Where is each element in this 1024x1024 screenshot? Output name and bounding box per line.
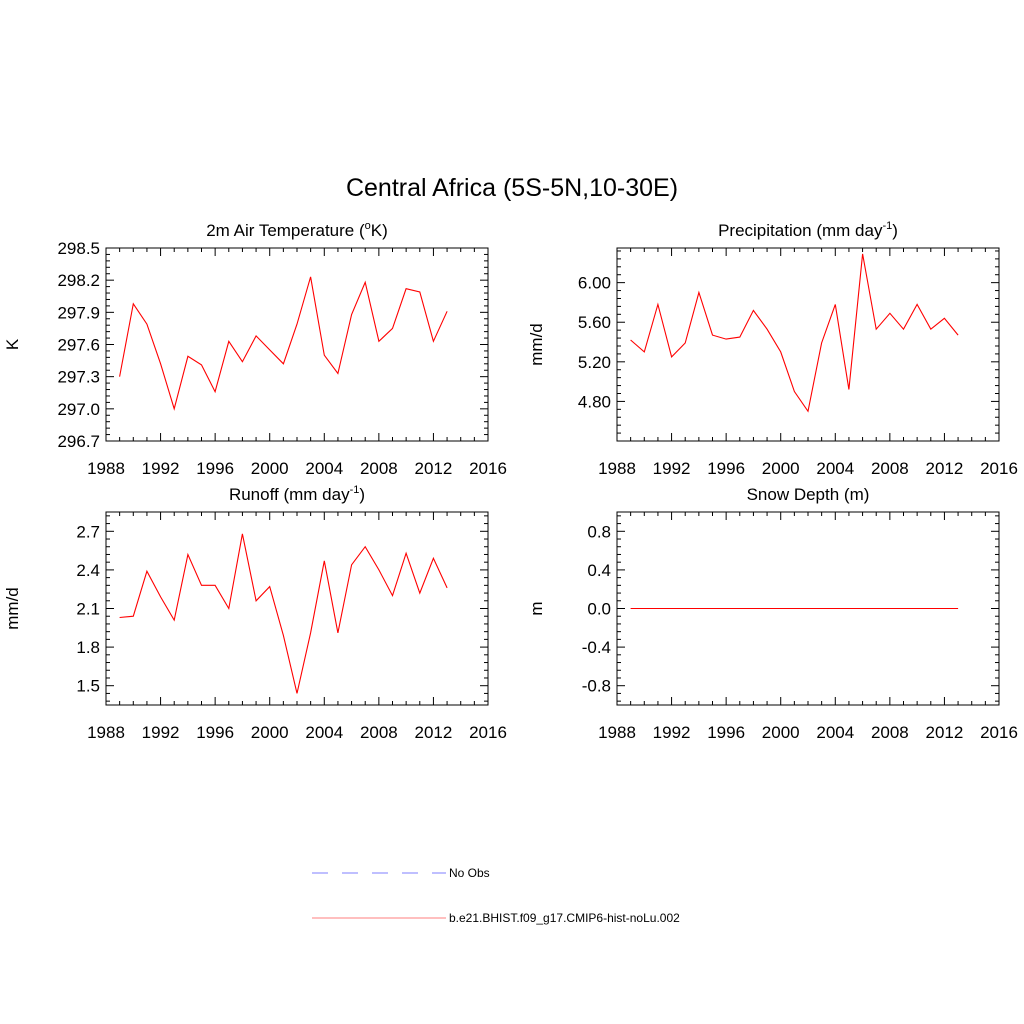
main-title: Central Africa (5S-5N,10-30E) xyxy=(346,174,678,202)
panel-1: 1988 1992 1996 2000 2004 2008 2012 2016 296.7 297… xyxy=(3,220,507,478)
panel-title: Snow Depth (m) xyxy=(747,485,870,504)
x-tick-label: 2008 xyxy=(360,459,398,478)
series-line xyxy=(630,253,959,413)
series-line xyxy=(119,276,448,411)
x-tick-label: 2008 xyxy=(871,459,909,478)
y-tick-label: 298.5 xyxy=(57,239,100,258)
x-tick-label: 2008 xyxy=(360,723,398,742)
panel-title: Runoff (mm day-1) xyxy=(229,484,365,504)
y-tick-label: 4.80 xyxy=(578,392,611,411)
y-tick-label: 5.60 xyxy=(578,313,611,332)
y-tick-label: 2.4 xyxy=(76,561,100,580)
x-tick-label: 2000 xyxy=(251,459,289,478)
y-tick-label: 5.20 xyxy=(578,353,611,372)
legend: No Obs b.e21.BHIST.f09_g17.CMIP6-hist-no… xyxy=(312,866,680,925)
y-tick-label: 297.6 xyxy=(57,336,100,355)
x-tick-label: 1996 xyxy=(196,459,234,478)
panels: 1988 1992 1996 2000 2004 2008 2012 2016 296.7 297… xyxy=(3,220,1018,742)
y-tick-label: 1.5 xyxy=(76,677,100,696)
x-tick-label: 2016 xyxy=(980,723,1018,742)
panel-title: 2m Air Temperature (oK) xyxy=(206,220,388,240)
x-tick-label: 1996 xyxy=(707,723,745,742)
y-axis-label: mm/d xyxy=(3,587,22,630)
y-tick-label: 297.3 xyxy=(57,368,100,387)
y-tick-label: 296.7 xyxy=(57,432,100,451)
x-tick-label: 1996 xyxy=(707,459,745,478)
x-tick-label: 2000 xyxy=(762,459,800,478)
y-tick-label: 0.4 xyxy=(587,561,611,580)
plot-frame xyxy=(105,247,489,442)
x-tick-label: 1988 xyxy=(598,459,636,478)
y-tick-label: -0.4 xyxy=(582,638,611,657)
x-tick-label: 1988 xyxy=(598,723,636,742)
x-tick-label: 2004 xyxy=(305,459,343,478)
y-tick-label: 0.0 xyxy=(587,600,611,619)
x-tick-label: 2012 xyxy=(415,723,453,742)
x-tick-label: 2008 xyxy=(871,723,909,742)
x-tick-label: 1988 xyxy=(87,723,125,742)
x-tick-label: 2016 xyxy=(980,459,1018,478)
y-tick-label: 297.9 xyxy=(57,303,100,322)
x-tick-label: 2016 xyxy=(469,723,507,742)
y-tick-label: -0.8 xyxy=(582,677,611,696)
legend-model-label: b.e21.BHIST.f09_g17.CMIP6-hist-noLu.002 xyxy=(449,911,680,925)
panel-title: Precipitation (mm day-1) xyxy=(718,220,898,240)
panel-2: 1988 1992 1996 2000 2004 2008 2012 2016 4.80 5.20… xyxy=(527,220,1018,478)
x-tick-label: 2012 xyxy=(926,723,964,742)
y-axis-label: mm/d xyxy=(527,323,546,366)
x-tick-label: 2012 xyxy=(415,459,453,478)
x-tick-label: 2004 xyxy=(305,723,343,742)
y-tick-label: 6.00 xyxy=(578,274,611,293)
x-tick-label: 1988 xyxy=(87,459,125,478)
panel-4: 1988 1992 1996 2000 2004 2008 2012 2016 -0.8 -0.4… xyxy=(527,485,1018,742)
y-axis-label: m xyxy=(527,601,546,615)
series-line xyxy=(119,533,448,694)
x-tick-label: 1992 xyxy=(653,723,691,742)
y-tick-label: 1.8 xyxy=(76,638,100,657)
x-tick-label: 2000 xyxy=(251,723,289,742)
legend-obs-label: No Obs xyxy=(449,866,490,880)
y-tick-label: 297.0 xyxy=(57,400,100,419)
x-tick-label: 2004 xyxy=(816,459,854,478)
x-tick-label: 2004 xyxy=(816,723,854,742)
y-tick-label: 2.7 xyxy=(76,522,100,541)
x-tick-label: 1992 xyxy=(142,723,180,742)
x-tick-label: 2012 xyxy=(926,459,964,478)
y-tick-label: 298.2 xyxy=(57,271,100,290)
x-tick-label: 1992 xyxy=(653,459,691,478)
y-tick-label: 0.8 xyxy=(587,522,611,541)
y-axis-label: K xyxy=(3,338,22,350)
x-tick-label: 1992 xyxy=(142,459,180,478)
plot-frame xyxy=(105,511,489,706)
y-tick-label: 2.1 xyxy=(76,600,100,619)
panel-3: 1988 1992 1996 2000 2004 2008 2012 2016 1.5 1.8 2.… xyxy=(3,484,507,742)
x-tick-label: 1996 xyxy=(196,723,234,742)
x-tick-label: 2016 xyxy=(469,459,507,478)
x-tick-label: 2000 xyxy=(762,723,800,742)
